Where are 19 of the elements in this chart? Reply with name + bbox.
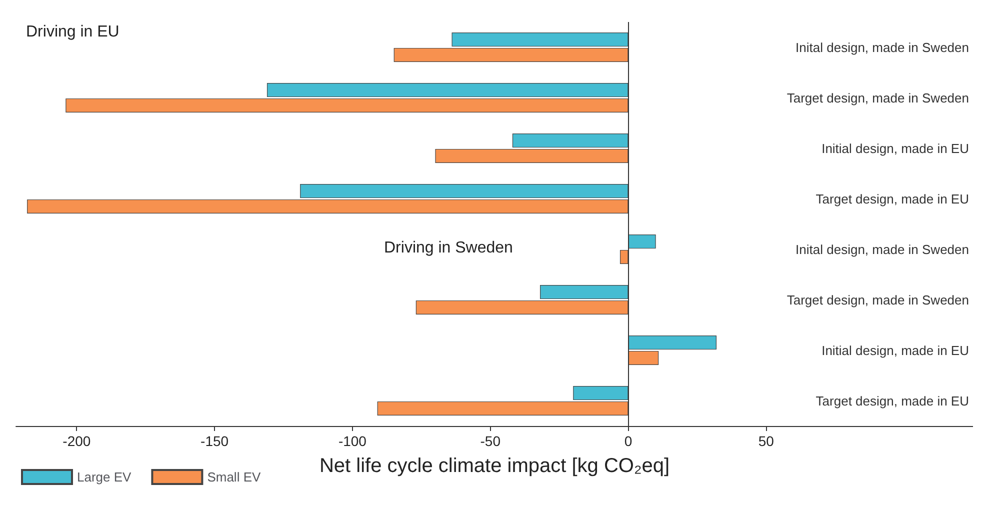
y-tick-label: Target design, made in EU	[816, 191, 969, 206]
x-tick-label: 50	[758, 433, 774, 449]
x-tick-label: -150	[200, 433, 229, 449]
y-tick-label: Inital design, made in Sweden	[796, 242, 969, 257]
x-axis-title: Net life cycle climate impact [kg CO₂eq]	[319, 455, 670, 477]
x-tick-label: -200	[62, 433, 91, 449]
y-tick-label: Target design, made in Sweden	[786, 90, 969, 106]
x-tick-label: -100	[338, 433, 367, 449]
y-tick-label: Initial design, made in EU	[822, 342, 969, 358]
annotation: Driving in Sweden	[384, 240, 513, 256]
y-tick-label: Inital design, made in Sweden	[796, 40, 969, 55]
legend-label: Large EV	[77, 470, 132, 484]
legend-label: Small EV	[207, 470, 261, 484]
y-tick-label: Target design, made in Sweden	[786, 292, 969, 308]
annotation: Driving in EU	[26, 24, 120, 40]
x-tick-label: 0	[624, 433, 632, 449]
y-tick-label: Target design, made in EU	[816, 393, 969, 408]
y-tick-label: Initial design, made in EU	[822, 140, 969, 156]
x-tick-label: -50	[480, 433, 501, 449]
